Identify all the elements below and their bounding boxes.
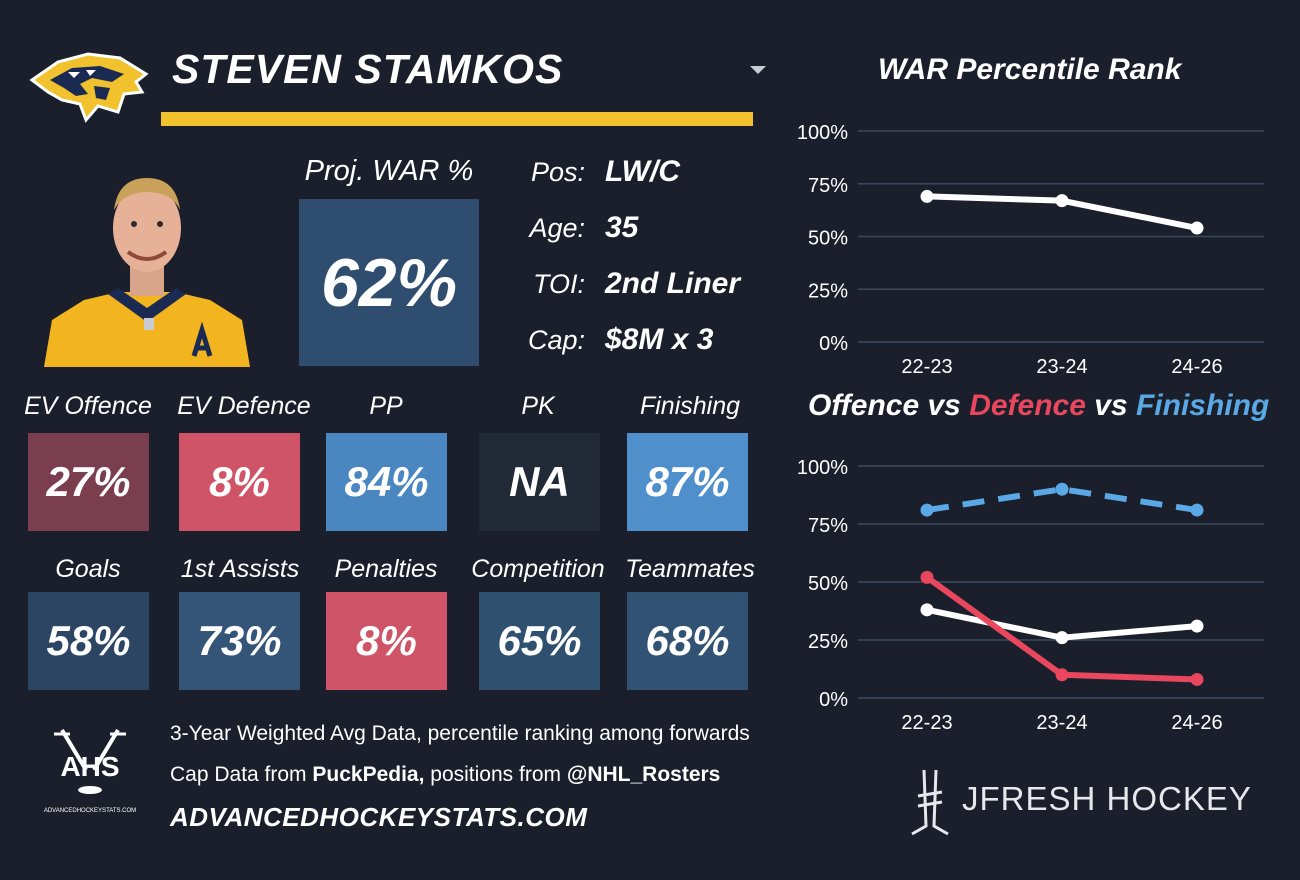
cap-value: $8M x 3 [605,323,714,356]
offence-defence-finishing-chart: 100% 75% 50% 25% 0% 22-23 23-24 24-26 [797,457,1264,734]
title-defence: Defence [969,389,1086,422]
position-label: Pos: [530,157,585,187]
y-tick-label: 25% [808,280,848,302]
data-point [1055,668,1069,682]
title-vs-1: vs [919,389,970,422]
ahs-logo: AHS ADVANCEDHOCKEYSTATS.COM [44,728,136,814]
y-tick-label: 100% [797,122,848,144]
goals-value: 58% [28,592,149,690]
pk-label: PK [521,392,555,420]
x-tick-label: 23-24 [1036,712,1087,734]
player-headshot [44,178,250,367]
x-tick-label: 24-26 [1171,712,1222,734]
y-tick-label: 0% [819,689,848,711]
x-tick-label: 22-23 [901,712,952,734]
x-tick-label: 23-24 [1036,356,1087,378]
ev-defence-label: EV Defence [177,392,311,420]
data-point [1055,482,1069,496]
war-percentile-chart: 100% 75% 50% 25% 0% 22-23 23-24 24-26 [797,122,1264,378]
x-tick-label: 24-26 [1171,356,1222,378]
data-point [1190,221,1204,235]
title-vs-2: vs [1085,389,1136,422]
position-value: LW/C [605,155,680,188]
penalties-value: 8% [326,592,447,690]
data-point [920,570,934,584]
ahs-logo-subtext: ADVANCEDHOCKEYSTATS.COM [44,808,136,814]
data-point [920,189,934,203]
data-point [1190,672,1204,686]
ovdvf-chart-title: Offence vs Defence vs Finishing [808,389,1269,423]
cap-label: Cap: [527,325,585,355]
footer-sources-prefix: Cap Data from [170,763,313,786]
player-select-chevron-down-icon[interactable] [750,66,766,74]
title-offence: Offence [808,389,920,422]
data-point [1055,194,1069,208]
data-point [1190,619,1204,633]
teammates-value: 68% [627,592,748,690]
age-value: 35 [605,211,639,244]
toi-value: 2nd Liner [605,267,741,300]
data-point [920,603,934,617]
toi-label: TOI: [532,269,585,299]
series-line-finishing [926,486,1198,514]
finishing-label: Finishing [639,392,741,420]
footer-note-sources: Cap Data from PuckPedia, positions from … [170,763,720,787]
pk-value: NA [479,433,600,531]
predators-logo [29,52,149,123]
pp-value: 84% [326,433,447,531]
y-tick-label: 50% [808,228,848,250]
ev-offence-label: EV Offence [24,392,152,420]
proj-war-value: 62% [299,199,479,366]
war-chart-title: WAR Percentile Rank [878,53,1182,86]
y-tick-label: 0% [819,333,848,355]
competition-label: Competition [471,555,605,583]
penalties-label: Penalties [334,555,438,583]
footer-note-methodology: 3-Year Weighted Avg Data, percentile ran… [170,722,750,745]
y-tick-label: 75% [808,515,848,537]
nhl-rosters-link[interactable]: @NHL_Rosters [566,763,721,786]
ev-defence-value: 8% [179,433,300,531]
y-tick-label: 50% [808,573,848,595]
ev-offence-value: 27% [28,433,149,531]
jfresh-hockey-brand: JFRESH HOCKEY [962,780,1252,817]
data-point [920,503,934,517]
puckpedia-link[interactable]: PuckPedia, [312,763,425,786]
competition-value: 65% [479,592,600,690]
data-point [1190,503,1204,517]
age-label: Age: [529,213,585,243]
ahs-logo-text: AHS [60,751,119,782]
data-point [1055,631,1069,645]
y-tick-label: 100% [797,457,848,479]
jfresh-hockey-stick-icon [911,769,949,836]
y-tick-label: 25% [808,631,848,653]
title-finishing: Finishing [1135,389,1270,422]
pp-label: PP [369,392,403,420]
player-name: STEVEN STAMKOS [172,46,564,92]
x-tick-label: 22-23 [901,356,952,378]
footer-sources-mid: positions from [424,763,567,786]
site-url-link[interactable]: ADVANCEDHOCKEYSTATS.COM [170,802,588,832]
first-assists-value: 73% [179,592,300,690]
goals-label: Goals [55,555,121,583]
name-underline-bar [161,112,753,126]
y-tick-label: 75% [808,175,848,197]
first-assists-label: 1st Assists [180,555,300,583]
teammates-label: Teammates [625,555,755,583]
finishing-value: 87% [627,433,748,531]
proj-war-label: Proj. WAR % [304,155,474,187]
